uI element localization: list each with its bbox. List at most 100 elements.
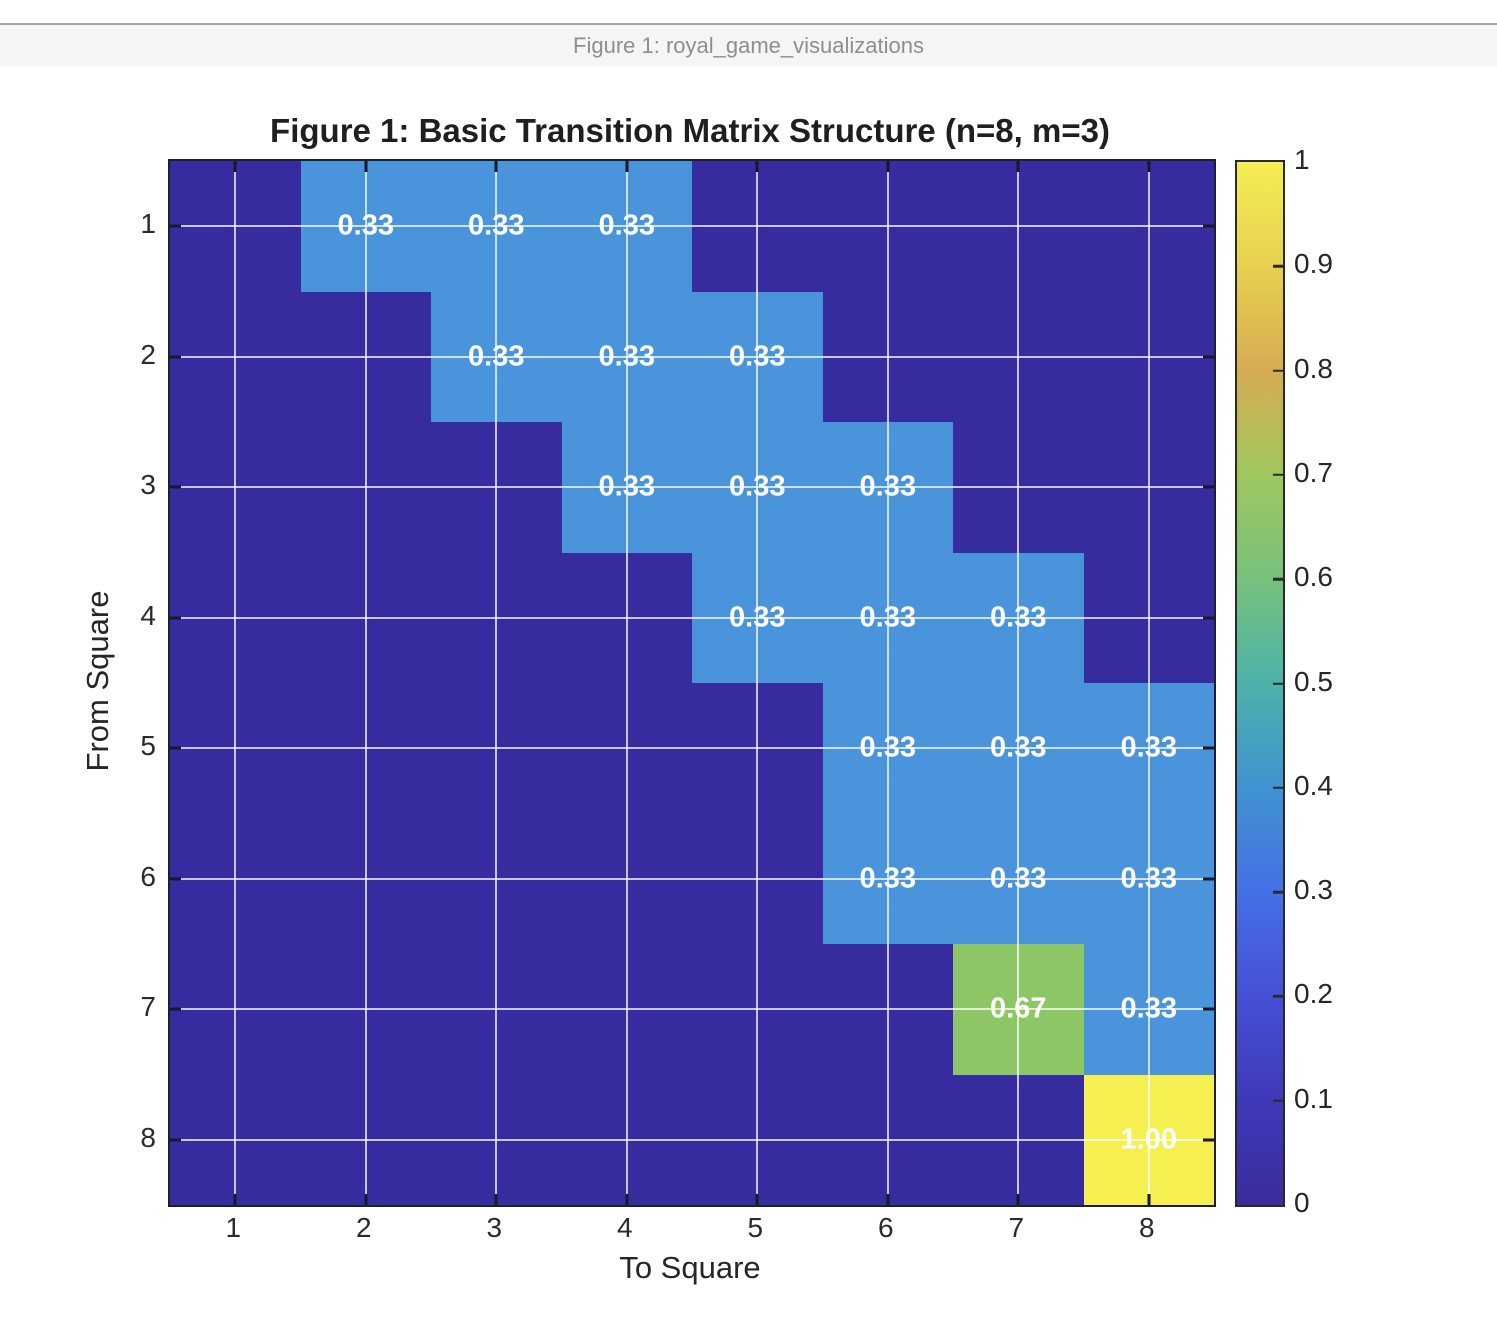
colorbar-tick-label: 1 bbox=[1294, 144, 1310, 175]
colorbar-tick-mark bbox=[1273, 473, 1283, 477]
x-axis-label: To Square bbox=[619, 1250, 761, 1285]
gridline-horizontal bbox=[170, 1138, 1214, 1141]
colorbar-tick-label: 0.1 bbox=[1294, 1082, 1333, 1114]
y-tick-mark-left bbox=[170, 616, 181, 620]
x-tick-mark-bottom bbox=[886, 1194, 890, 1205]
colorbar-tick-label: 0.8 bbox=[1294, 352, 1333, 384]
colorbar-tick-label: 0.7 bbox=[1294, 456, 1333, 488]
x-tick-mark-bottom bbox=[625, 1194, 629, 1205]
colorbar bbox=[1235, 160, 1285, 1207]
x-tick-label: 3 bbox=[486, 1212, 503, 1243]
x-tick-mark-top bbox=[886, 161, 890, 172]
window-titlebar[interactable]: Figure 1: royal_game_visualizations bbox=[0, 23, 1497, 66]
cell-value-label: 0.33 bbox=[729, 340, 786, 373]
colorbar-gradient bbox=[1237, 162, 1283, 1205]
colorbar-tick-label: 0.5 bbox=[1294, 665, 1333, 697]
y-tick-mark-right bbox=[1203, 485, 1214, 489]
cell-value-label: 0.33 bbox=[337, 209, 394, 242]
y-tick-label: 5 bbox=[140, 730, 156, 762]
y-tick-mark-right bbox=[1203, 746, 1214, 750]
y-tick-label: 1 bbox=[140, 208, 156, 240]
y-tick-label: 7 bbox=[140, 991, 156, 1023]
y-axis-label: From Square bbox=[80, 590, 115, 772]
x-tick-mark-bottom bbox=[1147, 1194, 1151, 1205]
cell-value-label: 0.33 bbox=[990, 601, 1047, 634]
gridline-vertical bbox=[364, 161, 367, 1205]
cell-value-label: 0.33 bbox=[1120, 992, 1177, 1025]
gridline-vertical bbox=[625, 161, 628, 1205]
x-tick-mark-top bbox=[494, 161, 498, 172]
y-tick-mark-left bbox=[170, 1138, 181, 1142]
gridline-horizontal bbox=[170, 1008, 1214, 1011]
y-tick-label: 2 bbox=[140, 338, 156, 370]
x-tick-mark-top bbox=[755, 161, 759, 172]
x-tick-mark-top bbox=[233, 161, 237, 172]
x-tick-mark-top bbox=[625, 161, 629, 172]
cell-value-label: 0.33 bbox=[598, 470, 655, 503]
cell-value-label: 0.33 bbox=[598, 340, 655, 373]
x-tick-mark-bottom bbox=[1016, 1194, 1020, 1205]
colorbar-tick-mark bbox=[1273, 995, 1283, 998]
colorbar-tick-mark bbox=[1273, 369, 1283, 372]
gridline-vertical bbox=[886, 161, 889, 1205]
colorbar-tick-label: 0.2 bbox=[1294, 978, 1333, 1010]
colorbar-tick-label: 0.6 bbox=[1294, 561, 1333, 593]
x-tick-mark-top bbox=[364, 161, 368, 172]
y-tick-label: 8 bbox=[140, 1121, 156, 1153]
colorbar-tick-label: 0 bbox=[1294, 1187, 1310, 1218]
colorbar-tick-label: 0.4 bbox=[1294, 769, 1333, 801]
y-tick-label: 4 bbox=[140, 599, 156, 631]
x-tick-label: 8 bbox=[1138, 1212, 1155, 1243]
gridline-vertical bbox=[234, 161, 237, 1205]
gridline-vertical bbox=[1017, 161, 1020, 1205]
y-tick-mark-left bbox=[170, 224, 181, 228]
gridline-vertical bbox=[756, 161, 759, 1205]
cell-value-label: 0.33 bbox=[729, 601, 786, 634]
y-tick-mark-right bbox=[1203, 877, 1214, 881]
y-tick-mark-left bbox=[170, 355, 181, 359]
x-tick-mark-bottom bbox=[233, 1194, 237, 1205]
colorbar-tick-mark bbox=[1273, 786, 1283, 790]
gridline-horizontal bbox=[170, 747, 1214, 750]
y-tick-mark-left bbox=[170, 877, 181, 881]
y-tick-mark-right bbox=[1203, 616, 1214, 620]
colorbar-tick-label: 0.9 bbox=[1294, 248, 1333, 280]
window-title: Figure 1: royal_game_visualizations bbox=[573, 33, 924, 58]
gridline-horizontal bbox=[170, 486, 1214, 489]
y-tick-mark-left bbox=[170, 1007, 181, 1011]
chart-title: Figure 1: Basic Transition Matrix Struct… bbox=[270, 112, 1110, 149]
x-tick-label: 6 bbox=[877, 1212, 894, 1243]
y-tick-mark-right bbox=[1203, 1138, 1214, 1142]
cell-value-label: 0.33 bbox=[468, 209, 525, 242]
y-tick-label: 3 bbox=[140, 469, 156, 501]
cell-value-label: 0.33 bbox=[990, 731, 1047, 764]
x-tick-label: 1 bbox=[225, 1212, 242, 1243]
cell-value-label: 0.33 bbox=[1120, 731, 1177, 764]
x-tick-label: 7 bbox=[1008, 1212, 1025, 1243]
x-tick-mark-top bbox=[1016, 161, 1020, 172]
x-tick-mark-top bbox=[1147, 161, 1151, 172]
cell-value-label: 0.33 bbox=[990, 862, 1047, 895]
x-tick-label: 2 bbox=[355, 1212, 372, 1243]
cell-value-label: 0.33 bbox=[729, 470, 786, 503]
x-tick-mark-bottom bbox=[364, 1194, 368, 1205]
plot-area: 0.33 0.33 0.33 0.33 0.33 0.33 0.33 0.33 0.33 0.33… bbox=[168, 159, 1216, 1207]
colorbar-tick-mark bbox=[1273, 577, 1283, 581]
gridline-horizontal bbox=[170, 877, 1214, 880]
colorbar-tick-mark bbox=[1273, 682, 1283, 685]
y-tick-mark-right bbox=[1203, 355, 1214, 359]
heatmap: 0.33 0.33 0.33 0.33 0.33 0.33 0.33 0.33 0.33 0.33… bbox=[170, 161, 1214, 1205]
cell-value-label: 0.33 bbox=[468, 340, 525, 373]
cell-value-label: 0.33 bbox=[859, 470, 916, 503]
gridline-horizontal bbox=[170, 225, 1214, 228]
colorbar-tick-mark bbox=[1273, 265, 1283, 268]
y-tick-mark-left bbox=[170, 485, 181, 489]
gridline-horizontal bbox=[170, 355, 1214, 358]
gridline-vertical bbox=[1147, 161, 1150, 1205]
cell-value-label: 0.33 bbox=[859, 862, 916, 895]
colorbar-tick-mark bbox=[1273, 1099, 1283, 1102]
x-tick-mark-bottom bbox=[494, 1194, 498, 1205]
x-tick-mark-bottom bbox=[755, 1194, 759, 1205]
gridline-horizontal bbox=[170, 616, 1214, 619]
cell-value-label: 0.67 bbox=[990, 992, 1047, 1025]
